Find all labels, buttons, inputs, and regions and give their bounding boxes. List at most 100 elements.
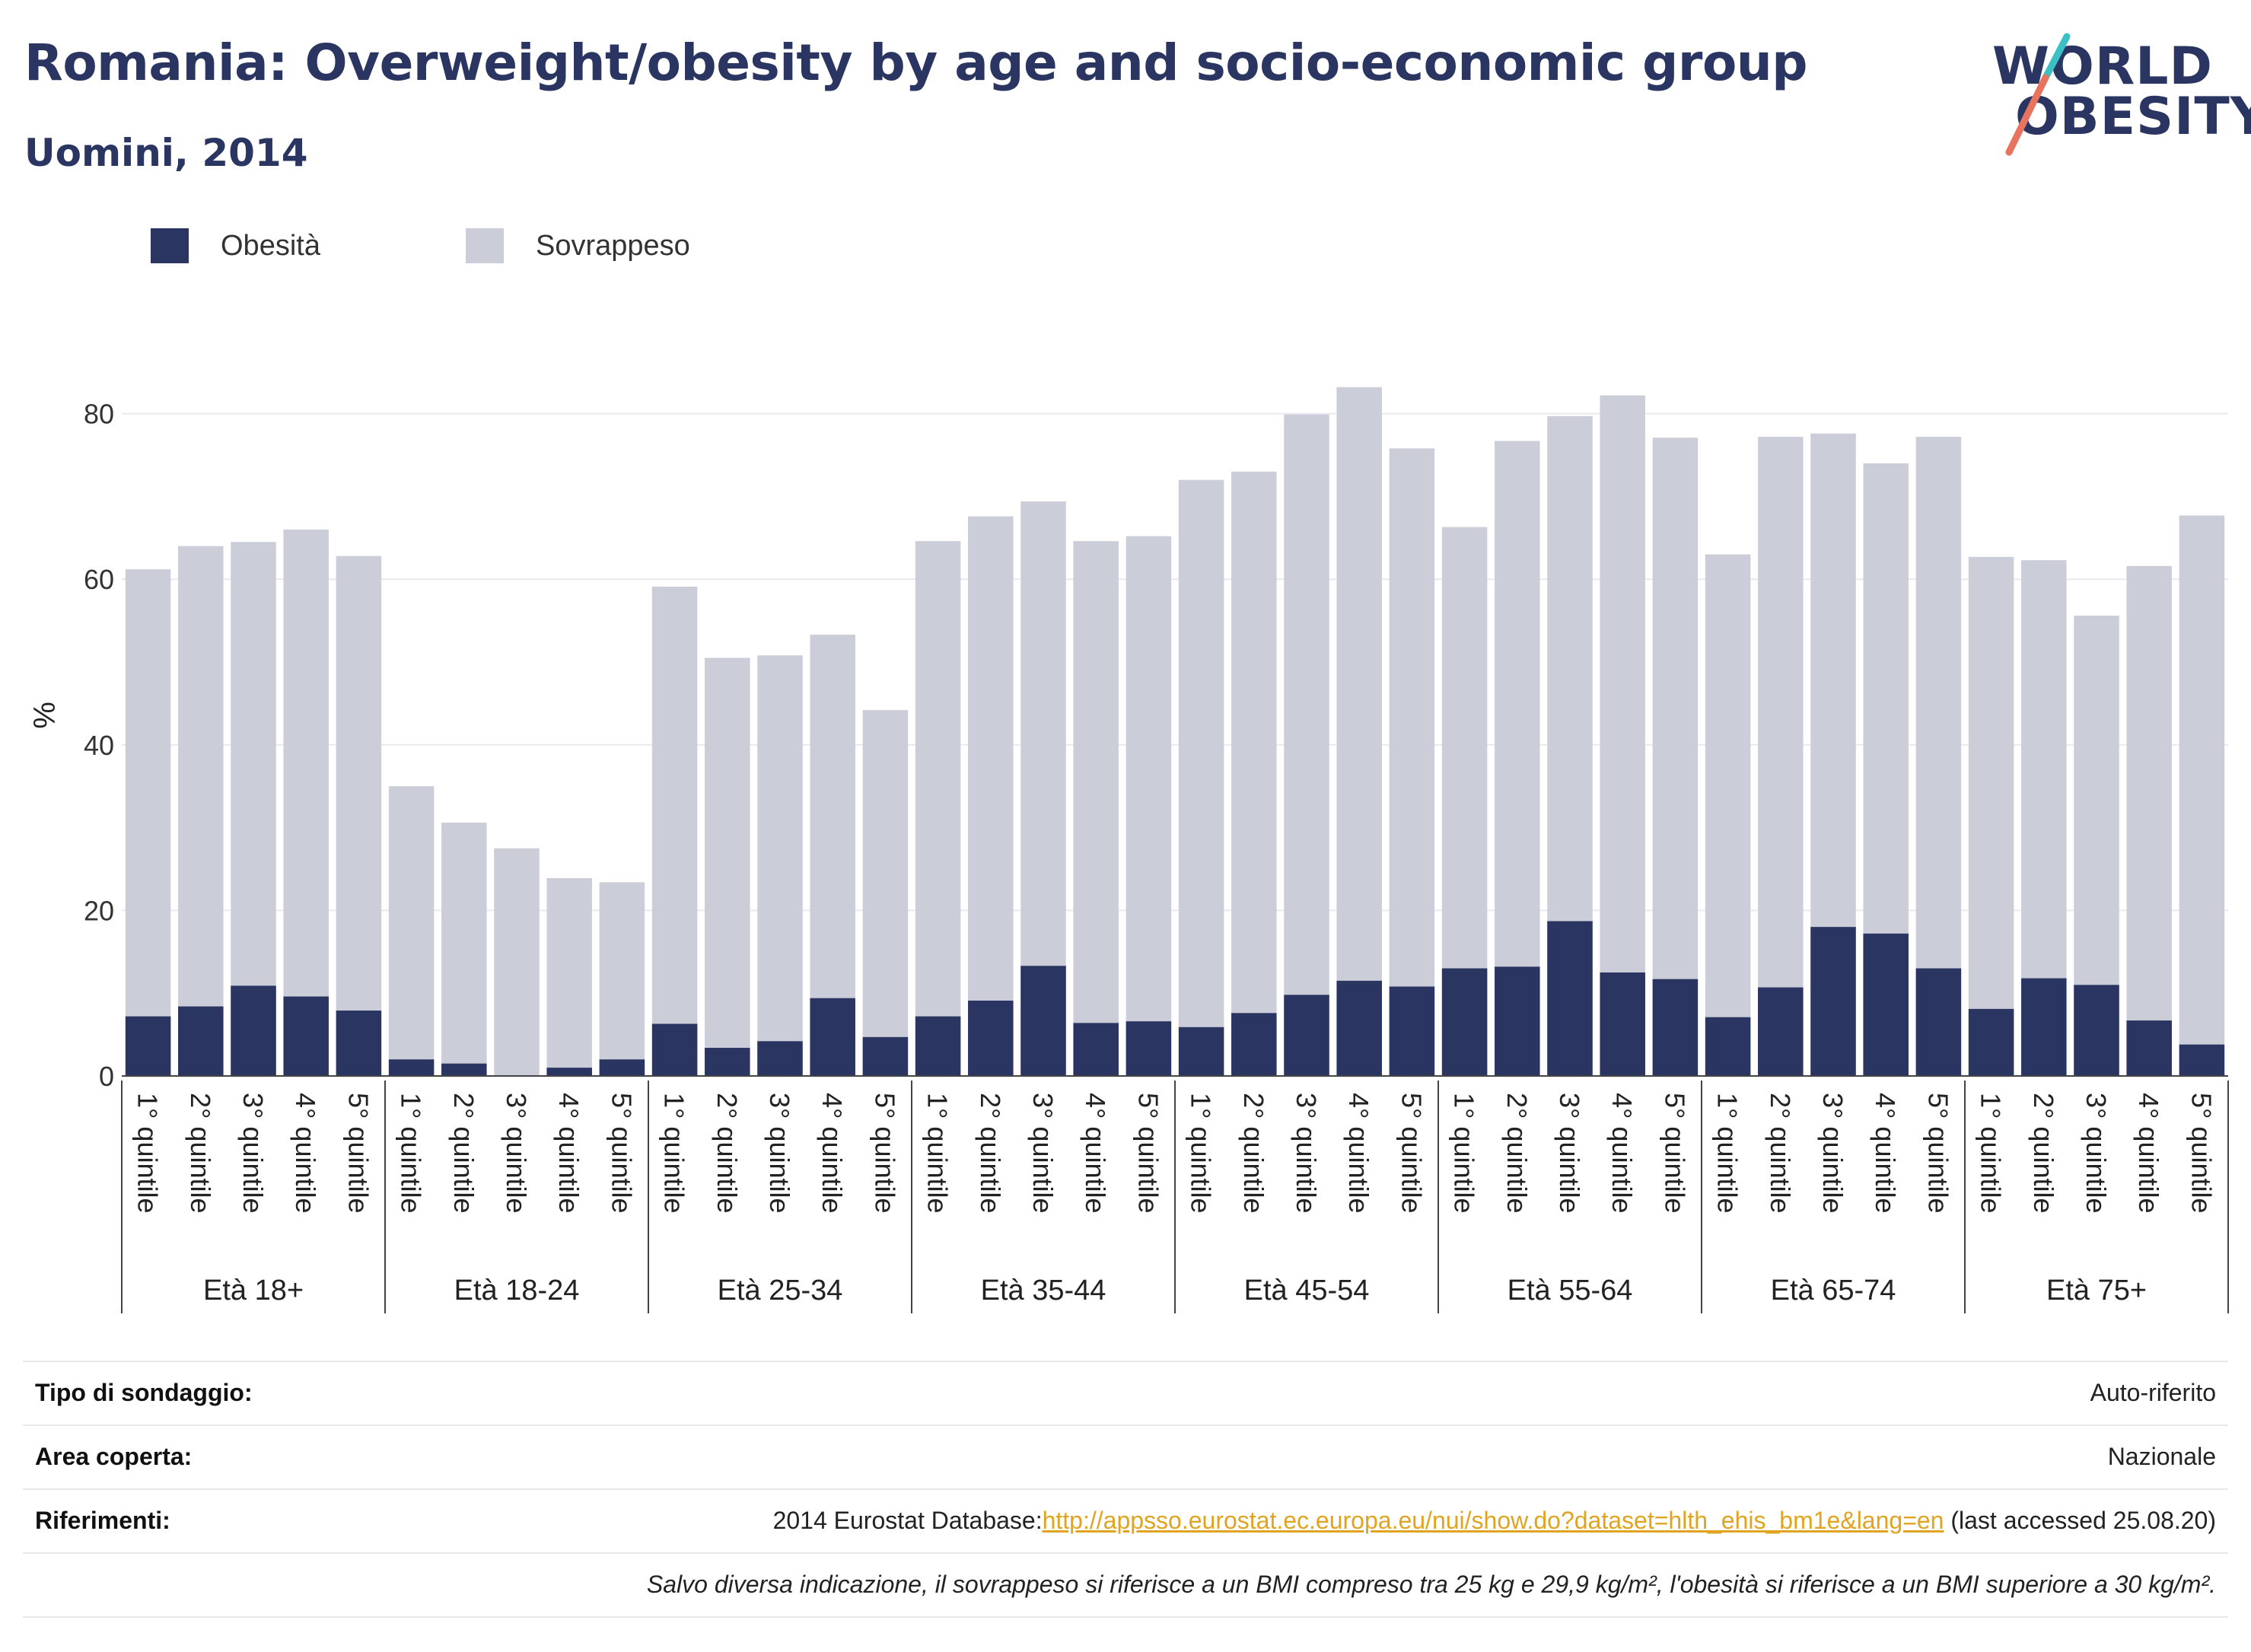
bar-obesity: [1231, 1013, 1277, 1076]
legend-label-overweight: Sovrappeso: [536, 230, 690, 262]
bar-obesity: [1336, 980, 1382, 1076]
bar-obesity: [1705, 1017, 1751, 1076]
group-label: Età 55-64: [1508, 1275, 1633, 1307]
bar-obesity: [2126, 1020, 2172, 1076]
legend-item-overweight[interactable]: Sovrappeso: [466, 227, 724, 266]
bar-overweight: [1231, 471, 1277, 1076]
x-tick-label: 1° quintile: [1712, 1093, 1743, 1214]
group-label: Età 65-74: [1771, 1275, 1896, 1307]
bar-overweight: [1968, 556, 2014, 1076]
bar-obesity: [1073, 1023, 1119, 1076]
x-tick-label: 2° quintile: [1501, 1093, 1533, 1214]
bar-overweight: [494, 848, 540, 1076]
bar-overweight: [651, 586, 698, 1076]
bar-overweight: [2126, 565, 2172, 1076]
group-label: Età 45-54: [1244, 1275, 1370, 1307]
y-tick-label: 60: [84, 564, 114, 595]
x-tick-label: 2° quintile: [712, 1093, 743, 1214]
bar-overweight: [1652, 438, 1699, 1076]
x-tick-label: 5° quintile: [869, 1093, 900, 1214]
bar-overweight: [757, 655, 803, 1076]
bar-obesity: [915, 1016, 961, 1076]
bar-obesity: [599, 1059, 645, 1076]
x-tick-label: 2° quintile: [1765, 1093, 1796, 1214]
bar-overweight: [1336, 387, 1382, 1076]
bar-obesity: [125, 1016, 171, 1076]
x-tick-label: 3° quintile: [764, 1093, 795, 1214]
bar-overweight: [1389, 448, 1435, 1076]
bar-obesity: [651, 1023, 698, 1076]
bar-overweight: [1126, 536, 1172, 1076]
x-tick-label: 5° quintile: [606, 1093, 637, 1214]
bar-overweight: [125, 569, 171, 1076]
bar-obesity: [2021, 978, 2067, 1076]
bar-overweight: [1284, 414, 1329, 1076]
bar-chart: 0 20 40 60 80% 1° quintile 2° quintile 3° quint…: [28, 387, 2229, 1313]
y-tick-label: 40: [84, 730, 114, 761]
references-link[interactable]: http://appsso.eurostat.ec.europa.eu/nui/…: [1042, 1507, 1944, 1534]
bar-overweight: [705, 657, 750, 1076]
bar-obesity: [2179, 1044, 2225, 1076]
logo-slash-icon: [2005, 33, 2071, 156]
x-tick-label: 3° quintile: [1817, 1093, 1848, 1214]
x-tick-label: 1° quintile: [132, 1093, 164, 1214]
legend-item-obesity[interactable]: Obesità: [151, 227, 349, 266]
bar-obesity: [1441, 968, 1488, 1076]
bar-obesity: [336, 1011, 382, 1076]
x-tick-label: 2° quintile: [185, 1093, 216, 1214]
logo-line-2: OBESITY: [2015, 87, 2251, 147]
bar-obesity: [810, 998, 855, 1076]
bar-obesity: [1652, 979, 1699, 1076]
x-tick-label: 5° quintile: [1659, 1093, 1690, 1214]
x-tick-label: 3° quintile: [501, 1093, 532, 1214]
x-tick-label: 4° quintile: [1606, 1093, 1638, 1214]
x-tick-label: 4° quintile: [1080, 1093, 1111, 1214]
x-tick-label: 4° quintile: [1343, 1093, 1374, 1214]
references-prefix: 2014 Eurostat Database:: [772, 1507, 1043, 1534]
x-tick-label: 4° quintile: [1870, 1093, 1901, 1214]
bar-overweight: [1600, 395, 1645, 1076]
bar-overweight: [283, 529, 329, 1076]
x-tick-label: 3° quintile: [237, 1093, 269, 1214]
bar-overweight: [441, 823, 487, 1076]
area-row: Area coperta: Nazionale: [23, 1424, 2228, 1488]
chart-title: Romania: Overweight/obesity by age and s…: [24, 33, 1808, 92]
x-tick-label: 5° quintile: [1396, 1093, 1427, 1214]
references-suffix: (last accessed 25.08.20): [1944, 1507, 2216, 1534]
info-table: Tipo di sondaggio: Auto-riferito Area co…: [23, 1361, 2228, 1618]
bar-obesity: [1810, 927, 1856, 1076]
area-value: Nazionale: [2107, 1443, 2216, 1470]
bar-overweight: [1073, 541, 1119, 1076]
bar-obesity: [2074, 985, 2119, 1076]
x-tick-label: 2° quintile: [975, 1093, 1006, 1214]
x-tick-label: 3° quintile: [1554, 1093, 1585, 1214]
x-tick-label: 5° quintile: [2186, 1093, 2217, 1214]
group-label: Età 75+: [2046, 1275, 2147, 1307]
bar-overweight: [599, 882, 645, 1076]
y-axis-label: %: [28, 702, 62, 729]
bar-obesity: [862, 1036, 909, 1076]
bar-obesity: [1126, 1021, 1172, 1076]
bar-obesity: [1600, 972, 1645, 1076]
logo-line-1: WORLD: [1992, 37, 2213, 97]
area-label: Area coperta:: [35, 1443, 193, 1470]
bar-obesity: [1178, 1027, 1224, 1076]
x-tick-label: 1° quintile: [1449, 1093, 1480, 1214]
bar-obesity: [178, 1006, 224, 1076]
y-tick-label: 20: [84, 895, 114, 926]
x-tick-label: 4° quintile: [2133, 1093, 2164, 1214]
references-value: 2014 Eurostat Database:http://appsso.eur…: [773, 1507, 2216, 1535]
definition-note: Salvo diversa indicazione, il sovrappeso…: [646, 1571, 2216, 1598]
chart-subtitle: Uomini, 2014: [24, 131, 308, 175]
bar-obesity: [757, 1041, 803, 1076]
x-tick-label: 2° quintile: [448, 1093, 479, 1214]
references-label: Riferimenti:: [35, 1507, 170, 1534]
bar-obesity: [1863, 933, 1909, 1076]
x-tick-label: 5° quintile: [1132, 1093, 1164, 1214]
bar-obesity: [705, 1048, 750, 1076]
bar-obesity: [546, 1068, 592, 1076]
bar-overweight: [336, 555, 382, 1076]
group-label: Età 18-24: [454, 1275, 580, 1307]
bar-overweight: [388, 786, 435, 1076]
bar-obesity: [1968, 1008, 2014, 1076]
